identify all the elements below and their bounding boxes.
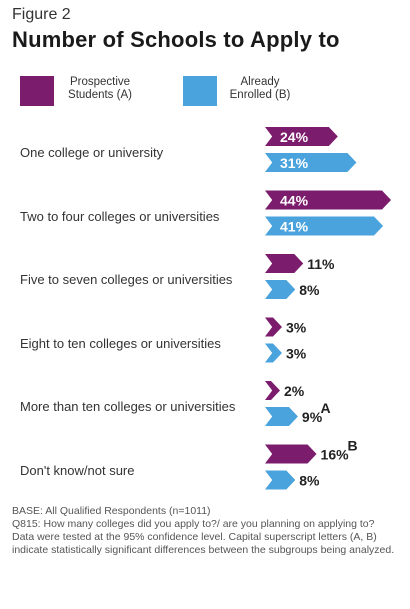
- legend-label-line: Students (A): [68, 89, 132, 101]
- bar-value-label: 24%: [280, 129, 309, 145]
- bar-value-label: 44%: [280, 193, 309, 209]
- legend-swatch-prospective: [20, 76, 54, 106]
- significance-superscript: B: [347, 438, 357, 454]
- significance-superscript: A: [321, 400, 331, 416]
- bar-value-label: 3%: [286, 346, 307, 362]
- bar-value-label: 8%: [299, 282, 320, 298]
- bar-prospective: [265, 444, 317, 464]
- bar-enrolled: [265, 216, 384, 236]
- bar-prospective: [265, 317, 282, 337]
- bar-enrolled: [265, 153, 357, 172]
- category-label: Eight to ten colleges or universities: [20, 335, 221, 351]
- legend-label-line: Prospective: [69, 76, 131, 88]
- legend-item-enrolled: Already Enrolled (B): [183, 76, 299, 106]
- legend-swatch-enrolled: [183, 76, 217, 106]
- bar-prospective: [265, 254, 304, 273]
- legend-label-enrolled: Already Enrolled (B): [221, 76, 299, 102]
- figure-label: Figure 2: [12, 6, 71, 23]
- bar-enrolled: [265, 280, 296, 299]
- bar-value-label: 9%: [302, 409, 323, 425]
- chart-title: Number of Schools to Apply to: [12, 27, 340, 52]
- category-label: One college or university: [20, 145, 164, 160]
- category-label: Don't know/not sure: [20, 462, 135, 478]
- legend-item-prospective: Prospective Students (A): [20, 76, 140, 106]
- category-label: Two to four colleges or universities: [20, 208, 220, 224]
- bar-chart: 24% 31% 44% 41% 11% 8% 3% 3% 2% 9%A 16%B 8%: [265, 127, 391, 490]
- footnote-significance: Data were tested at the 95% confidence l…: [12, 531, 395, 556]
- legend-label-line: Already: [240, 76, 280, 88]
- legend-label-line: Enrolled (B): [229, 89, 291, 101]
- bar-enrolled: [265, 343, 282, 363]
- bar-enrolled: [265, 470, 296, 490]
- bar-value-label: 11%: [307, 256, 335, 272]
- footnote-base: BASE: All Qualified Respondents (n=1011): [12, 505, 211, 517]
- bar-value-label: 16%: [321, 447, 350, 463]
- bar-prospective: [265, 190, 391, 210]
- bar-value-label: 8%: [299, 473, 320, 489]
- category-label: Five to seven colleges or universities: [20, 272, 233, 287]
- footnote-question: Q815: How many colleges did you apply to…: [12, 518, 375, 530]
- bar-prospective: [265, 127, 338, 146]
- bar-enrolled: [265, 407, 298, 426]
- category-label: More than ten colleges or universities: [20, 399, 236, 414]
- bar-value-label: 2%: [284, 383, 305, 399]
- legend-label-prospective: Prospective Students (A): [60, 76, 140, 102]
- footnotes: BASE: All Qualified Respondents (n=1011)…: [12, 505, 404, 557]
- bar-value-label: 31%: [280, 155, 309, 171]
- bar-prospective: [265, 381, 280, 400]
- bar-value-label: 3%: [286, 320, 307, 336]
- bar-value-label: 41%: [280, 219, 309, 235]
